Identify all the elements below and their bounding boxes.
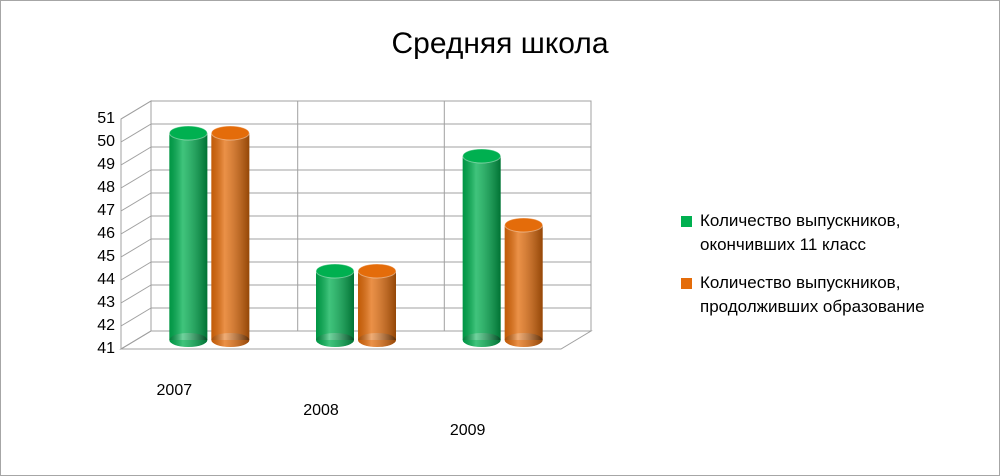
y-tick-label: 48 — [97, 179, 115, 196]
cylinder-shade — [504, 333, 543, 347]
y-tick-label: 50 — [97, 133, 115, 150]
grid-line — [120, 307, 152, 327]
grid-line — [120, 100, 152, 120]
y-tick-label: 49 — [97, 156, 115, 173]
cylinder — [168, 125, 208, 347]
cylinder-shade — [169, 133, 208, 340]
cylinder-top — [315, 263, 355, 279]
cylinder — [315, 263, 355, 347]
legend-label: Количество выпускников, продолживших обр… — [700, 273, 925, 316]
legend-swatch — [681, 278, 692, 289]
cylinder — [504, 217, 544, 347]
cylinder-top — [210, 125, 250, 141]
grid-line — [120, 284, 152, 304]
grid-line — [120, 238, 152, 258]
x-tick-label: 2008 — [303, 402, 339, 419]
cylinder — [462, 148, 502, 347]
cylinder-shade — [169, 333, 208, 347]
cylinder-shade — [358, 271, 396, 340]
legend-swatch — [681, 216, 692, 227]
grid-line — [120, 261, 152, 281]
cylinder-shade — [316, 271, 354, 340]
cylinder-top — [504, 217, 544, 233]
y-tick-label: 45 — [97, 248, 115, 265]
x-tick-label: 2009 — [450, 422, 486, 439]
cylinder-shade — [504, 225, 543, 340]
y-tick-label: 51 — [97, 110, 115, 127]
cylinder-shade — [211, 133, 250, 340]
cylinder — [357, 263, 397, 347]
cylinder-top — [168, 125, 208, 141]
legend-item: Количество выпускников, продолживших обр… — [681, 271, 986, 319]
grid-line — [120, 215, 152, 235]
cylinder — [210, 125, 250, 347]
y-tick-label: 43 — [97, 294, 115, 311]
x-tick-label: 2007 — [157, 382, 193, 399]
legend-item: Количество выпускников, окончивших 11 кл… — [681, 209, 986, 257]
cylinder-top — [462, 148, 502, 164]
chart-title: Средняя школа — [391, 27, 608, 60]
cylinder-shade — [462, 333, 501, 347]
y-tick-label: 47 — [97, 202, 115, 219]
grid-line — [120, 123, 152, 143]
y-tick-label: 42 — [97, 317, 115, 334]
cylinder-shade — [462, 156, 501, 340]
legend-label: Количество выпускников, окончивших 11 кл… — [700, 211, 901, 254]
y-tick-label: 46 — [97, 225, 115, 242]
cylinder-top — [357, 263, 397, 279]
grid-line — [120, 146, 152, 166]
cylinder-shade — [211, 333, 250, 347]
grid-line — [120, 192, 152, 212]
cylinder-shade — [358, 333, 396, 347]
grid-line — [120, 330, 152, 350]
legend: Количество выпускников, окончивших 11 кл… — [681, 209, 986, 333]
y-tick-label: 44 — [97, 271, 115, 288]
cylinder-shade — [316, 333, 354, 347]
y-tick-label: 41 — [97, 340, 115, 357]
grid-line — [120, 169, 152, 189]
